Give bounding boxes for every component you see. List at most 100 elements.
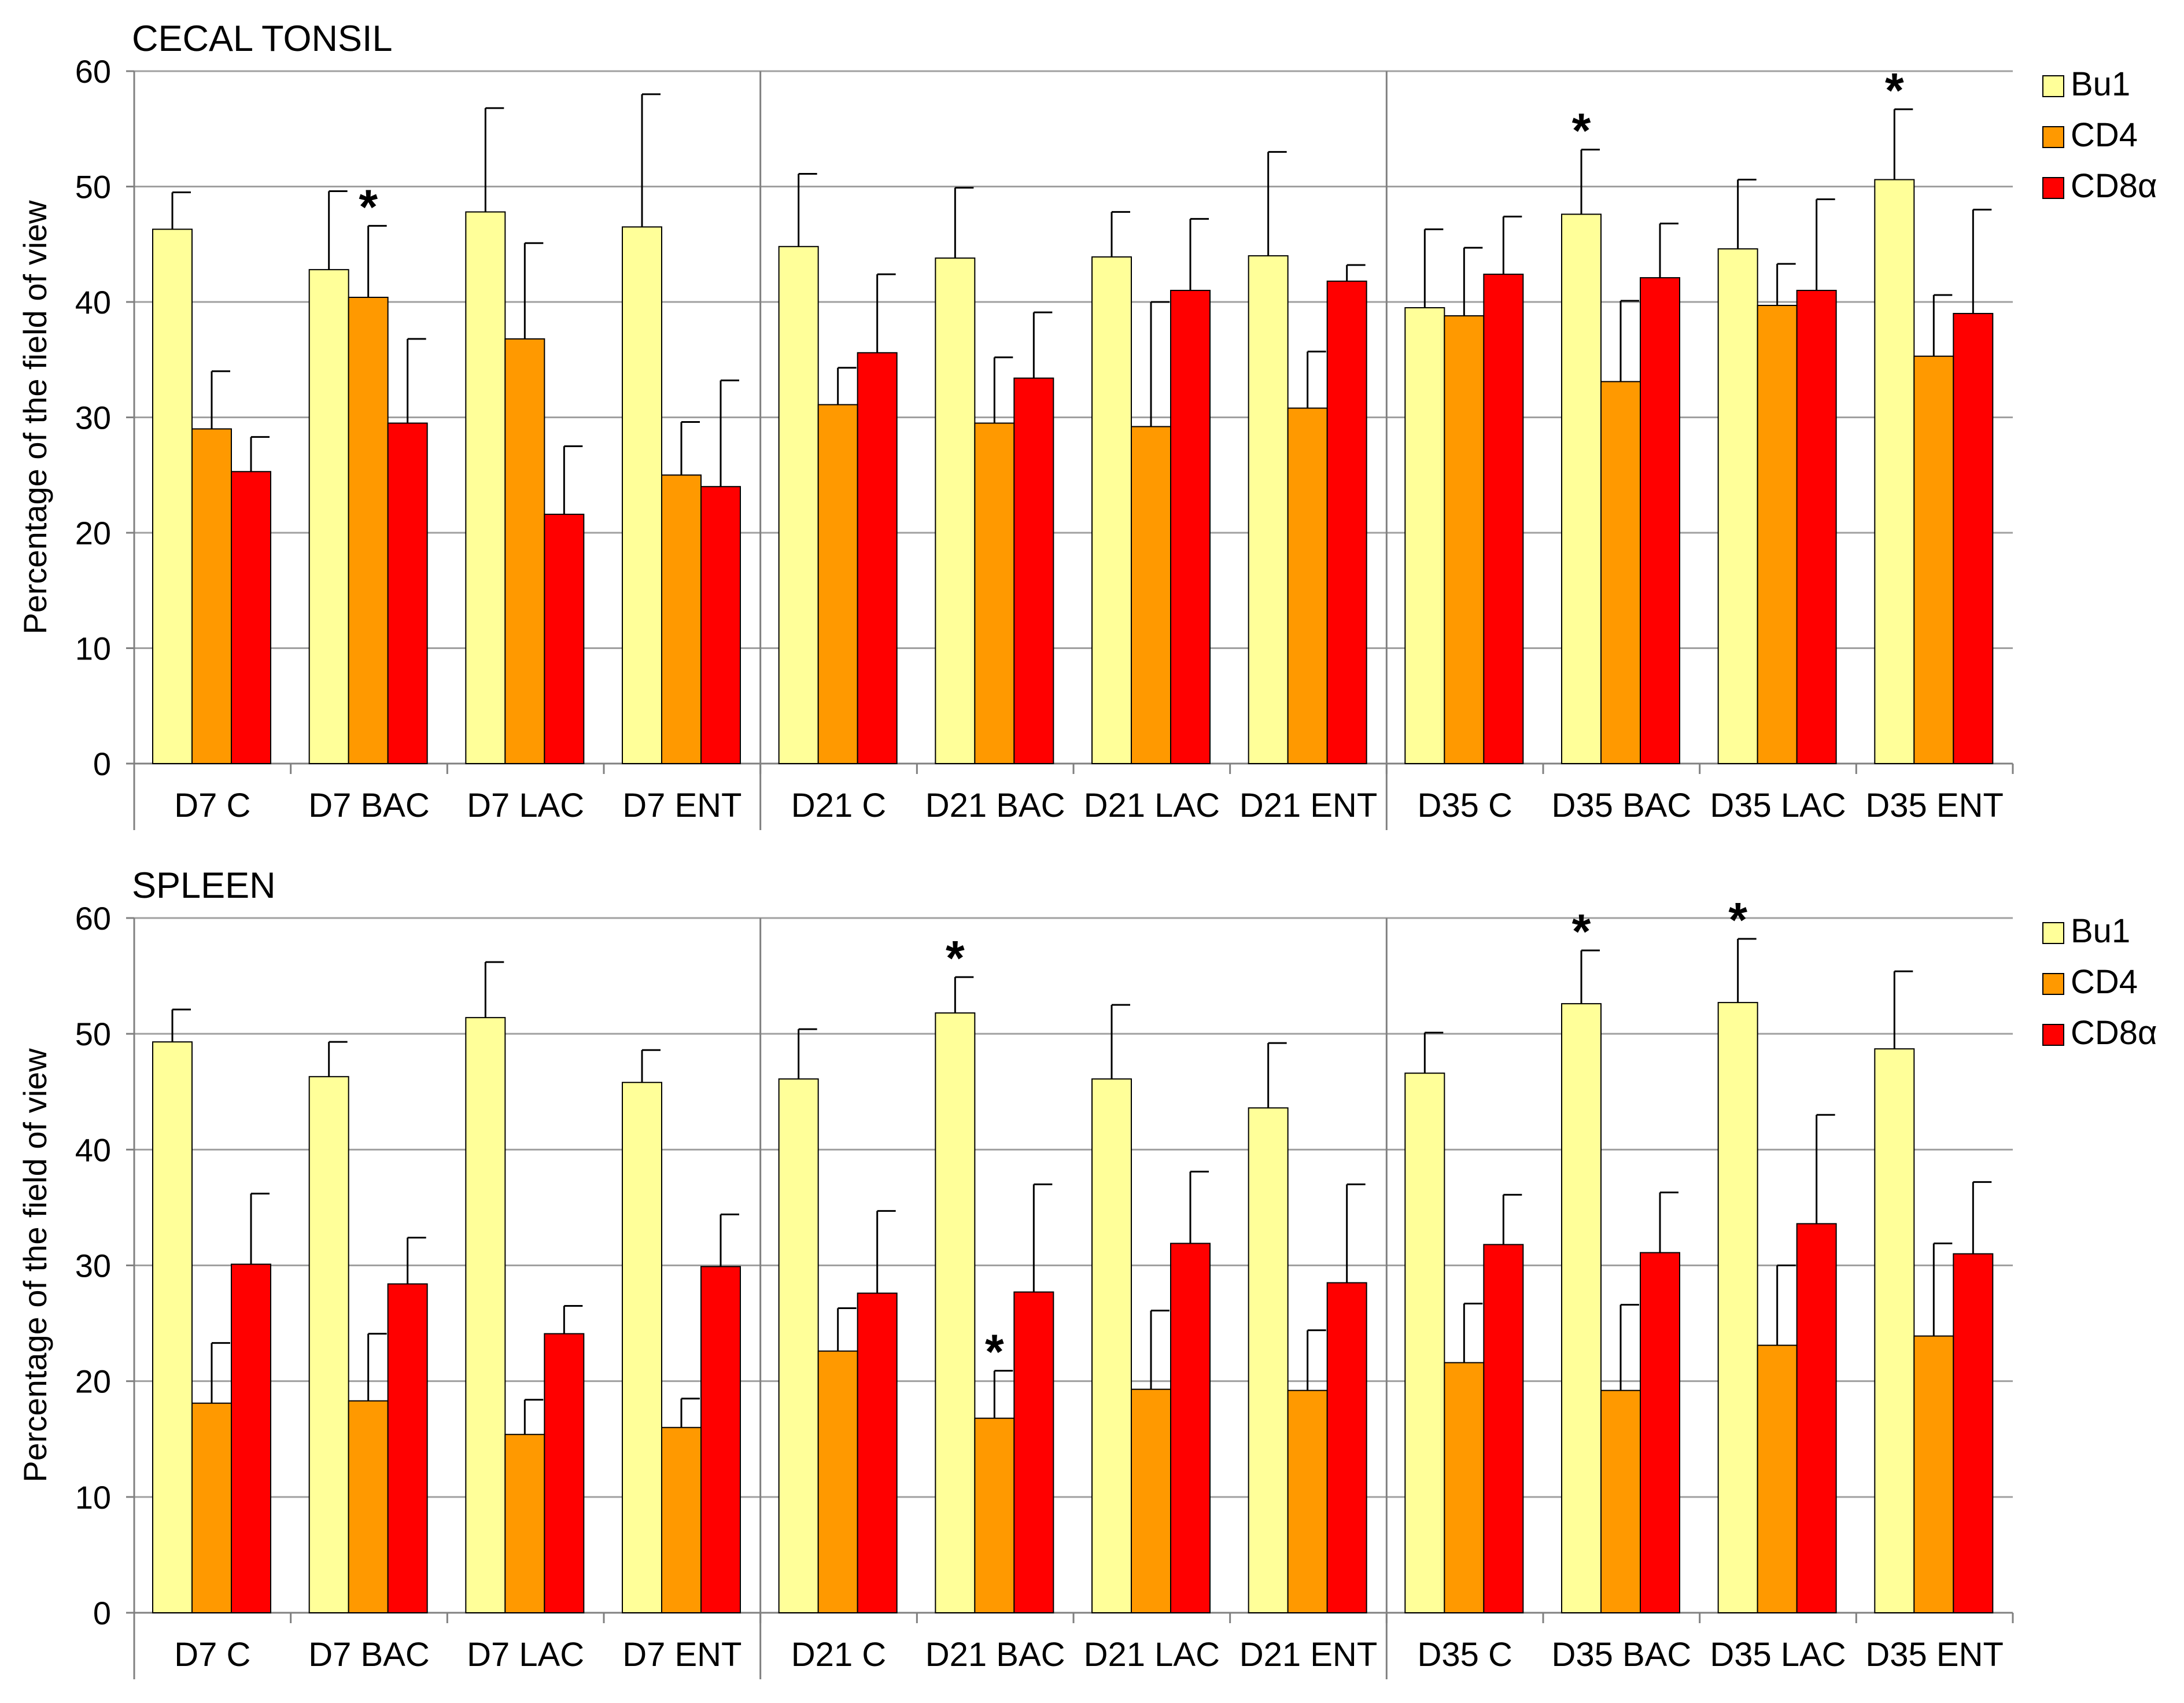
bar-cd4 [661,474,702,764]
significance-marker: * [946,931,965,985]
legend-label: CD8α [2071,167,2157,205]
x-tick-label: D21 ENT [1239,787,1378,824]
chart-title: SPLEEN [132,865,276,906]
x-tick-label: D35 BAC [1551,787,1691,824]
significance-marker: * [985,1325,1004,1379]
y-tick-label: 20 [75,515,111,551]
bar-bu1 [308,1076,349,1614]
legend-label: CD8α [2071,1014,2157,1052]
bar-cd8a [1640,1252,1680,1613]
bar-bu1 [465,1017,506,1613]
bar-bu1 [935,1012,976,1613]
bar-cd8a [1326,1282,1367,1613]
panel-cecal-tonsil: CECAL TONSIL Percentage of the field of v… [17,19,2157,830]
x-tick-label: D35 ENT [1865,787,2004,824]
legend-label: CD4 [2071,963,2138,1001]
bar-cd8a [1796,1223,1837,1613]
bar-cd4 [1913,355,1954,764]
bar-cd8a [857,352,898,764]
x-tick-label: D35 LAC [1710,1636,1846,1673]
y-tick-label: 50 [75,169,111,205]
y-tick-label: 30 [75,400,111,436]
bar-bu1 [1404,1072,1445,1614]
bar-cd4 [974,422,1015,764]
significance-marker: * [359,179,378,234]
bar-cd8a [1326,281,1367,764]
bar-cd4 [1913,1335,1954,1613]
bar-bu1 [152,1041,193,1613]
x-tick-label: D35 C [1417,1636,1512,1673]
bar-bu1 [1248,255,1289,764]
legend-swatch [2042,922,2064,944]
bar-cd4 [504,1433,545,1614]
y-tick-label: 30 [75,1248,111,1284]
bar-cd4 [1131,426,1171,764]
x-tick-label: D21 BAC [925,1636,1065,1673]
bar-bu1 [622,226,662,764]
bar-bu1 [308,269,349,764]
bar-bu1 [1874,179,1915,764]
bar-cd4 [1287,1389,1328,1613]
x-tick-label: D7 BAC [308,1636,430,1673]
bar-cd8a [387,1283,428,1613]
bar-cd4 [1131,1388,1171,1613]
x-tick-label: D35 LAC [1710,787,1846,824]
bar-bu1 [1717,1002,1758,1613]
bar-cd4 [1287,407,1328,764]
bar-bu1 [1561,213,1602,764]
y-axis-label: Percentage of the field of view [17,1048,53,1483]
y-tick-label: 60 [75,900,111,937]
legend-swatch [2042,177,2064,199]
x-tick-label: D7 ENT [622,1636,741,1673]
bar-bu1 [1091,1078,1132,1613]
bar-cd4 [348,297,389,764]
bar-cd4 [504,338,545,764]
legend-swatch [2042,126,2064,148]
bar-cd4 [1444,1362,1485,1613]
bar-cd4 [974,1417,1015,1613]
bar-cd8a [1170,1243,1211,1613]
bar-cd8a [1796,290,1837,764]
x-tick-label: D35 C [1417,787,1512,824]
bar-cd8a [857,1292,898,1614]
x-tick-label: D21 LAC [1084,1636,1220,1673]
bar-cd4 [191,1402,232,1613]
x-tick-label: D21 C [791,1636,886,1673]
bar-cd4 [661,1426,702,1614]
bar-cd8a [1013,377,1054,764]
x-tick-label: D35 ENT [1865,1636,2004,1673]
legend-label: Bu1 [2071,912,2130,950]
bar-cd8a [544,1333,585,1614]
bar-cd8a [1013,1291,1054,1613]
significance-marker: * [1572,104,1591,158]
bar-cd8a [1953,1253,1994,1614]
y-tick-label: 60 [75,53,111,90]
bar-bu1 [1717,248,1758,765]
bar-cd8a [231,471,271,764]
chart-title: CECAL TONSIL [132,19,393,59]
bar-bu1 [622,1082,662,1613]
bar-cd8a [700,486,741,764]
x-tick-label: D35 BAC [1551,1636,1691,1673]
y-tick-label: 50 [75,1016,111,1052]
significance-marker: * [1885,63,1904,117]
y-tick-label: 0 [93,1595,111,1631]
y-axis-label: Percentage of the field of view [17,200,53,635]
x-tick-label: D21 ENT [1239,1636,1378,1673]
y-tick-label: 40 [75,284,111,320]
bar-bu1 [1561,1003,1602,1613]
legend-swatch [2042,75,2064,97]
y-tick-label: 20 [75,1363,111,1400]
x-tick-label: D7 LAC [467,787,584,824]
bar-bu1 [1091,256,1132,764]
panel-spleen: SPLEEN Percentage of the field of view 0 10… [17,865,2157,1679]
x-tick-label: D7 C [174,1636,250,1673]
y-tick-label: 0 [93,746,111,782]
bar-bu1 [935,257,976,764]
bar-cd8a [231,1263,271,1613]
legend-label: Bu1 [2071,65,2130,103]
bar-cd4 [1757,1344,1798,1613]
bar-cd8a [1483,274,1524,764]
x-tick-label: D7 LAC [467,1636,584,1673]
significance-marker: * [1572,904,1591,959]
